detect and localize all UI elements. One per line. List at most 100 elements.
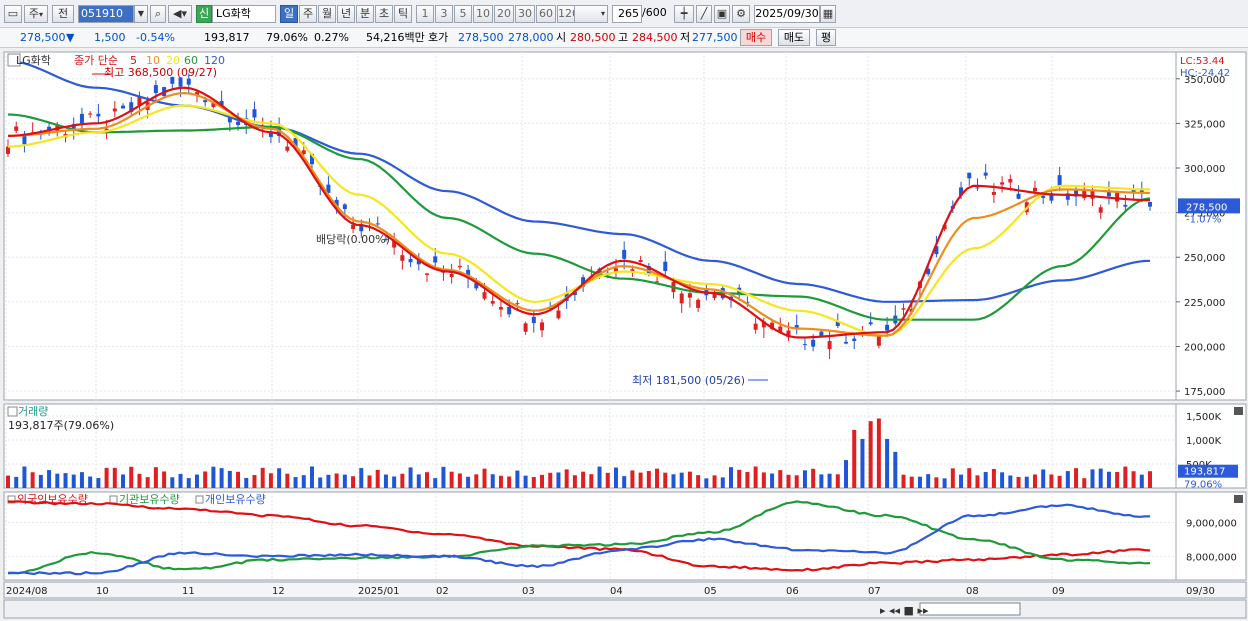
date-input[interactable]: 2025/09/30 bbox=[754, 5, 820, 23]
candle-body bbox=[498, 307, 503, 310]
candle-body bbox=[268, 131, 273, 137]
holdings-close-icon bbox=[1234, 495, 1243, 503]
candle-icon[interactable]: ┿ bbox=[674, 5, 694, 23]
buy-button[interactable]: 매수 bbox=[740, 29, 772, 46]
stock-name: LG화학 bbox=[212, 5, 276, 23]
interval-button[interactable]: 3 bbox=[435, 5, 453, 23]
ma-legend-period: 120 bbox=[204, 54, 225, 67]
volume-bar bbox=[252, 475, 257, 488]
ma-legend-period: 20 bbox=[166, 54, 180, 67]
candle-body bbox=[638, 260, 643, 262]
volume-bar bbox=[268, 473, 273, 488]
candle-body bbox=[548, 307, 553, 309]
search-icon[interactable]: ⌕ bbox=[150, 5, 166, 23]
candle-body bbox=[309, 153, 314, 165]
candle-body bbox=[104, 128, 109, 131]
interval-button[interactable]: 20 bbox=[494, 5, 514, 23]
candle-body bbox=[203, 100, 208, 103]
volume-bar bbox=[737, 469, 742, 488]
period-tab[interactable]: 틱 bbox=[394, 5, 412, 23]
candle-body bbox=[112, 108, 117, 112]
volume-bar bbox=[1148, 471, 1152, 488]
interval-button[interactable]: 10 bbox=[473, 5, 493, 23]
interval-button[interactable]: 120 bbox=[557, 5, 579, 23]
candle-body bbox=[88, 113, 93, 115]
volume-bar bbox=[359, 468, 364, 488]
speaker-icon[interactable]: ◀▾ bbox=[168, 5, 192, 23]
volume-bar bbox=[227, 470, 232, 488]
candle-body bbox=[71, 124, 76, 130]
candle-body bbox=[252, 109, 257, 118]
interval-button[interactable]: 5 bbox=[454, 5, 472, 23]
x-axis-label: 03 bbox=[522, 586, 535, 597]
period-tab[interactable]: 초 bbox=[375, 5, 393, 23]
stock-chart[interactable]: ▸ ◂◂ ■ ▸▸ 2024/08 10 11 12 2025/01 02 03 04 05 06 0… bbox=[0, 48, 1248, 621]
interval-button[interactable]: 60 bbox=[536, 5, 556, 23]
price-tick-label: 175,000 bbox=[1184, 387, 1225, 398]
type-select[interactable]: 주▾ bbox=[24, 5, 48, 23]
volume-bar bbox=[556, 472, 561, 488]
period-tab[interactable]: 주 bbox=[299, 5, 317, 23]
volume-bar bbox=[523, 475, 528, 488]
period-tab[interactable]: 일 bbox=[280, 5, 298, 23]
volume-bar bbox=[835, 474, 840, 488]
volume-bar bbox=[408, 467, 413, 488]
volume-bar bbox=[285, 473, 290, 488]
draw-icon[interactable]: ╱ bbox=[696, 5, 712, 23]
candle-body bbox=[876, 335, 881, 346]
interval-button[interactable]: 1 bbox=[416, 5, 434, 23]
candle-body bbox=[770, 322, 775, 329]
volume-bar bbox=[326, 474, 331, 488]
volume-bar bbox=[1082, 478, 1087, 488]
candle-body bbox=[622, 249, 627, 259]
volume-bar bbox=[917, 476, 922, 488]
candle-body bbox=[121, 105, 126, 109]
volume-bar bbox=[868, 421, 873, 488]
gear-icon[interactable]: ⚙ bbox=[732, 5, 750, 23]
volume-bar bbox=[646, 471, 651, 488]
code-dropdown-icon[interactable]: ▼ bbox=[134, 5, 148, 23]
candle-body bbox=[613, 268, 618, 273]
volume-bar bbox=[1024, 476, 1029, 488]
count-input[interactable]: 265 bbox=[612, 5, 642, 23]
avg-button[interactable]: 평 bbox=[816, 29, 836, 46]
stock-code-input[interactable]: 051910 bbox=[78, 5, 134, 23]
period-tab[interactable]: 분 bbox=[356, 5, 374, 23]
candle-body bbox=[137, 96, 142, 106]
high-annotation: 최고 368,500 (09/27) bbox=[104, 66, 217, 79]
x-axis-label: 04 bbox=[610, 586, 623, 597]
volume-bar bbox=[1065, 471, 1070, 488]
candle-body bbox=[868, 322, 873, 325]
x-axis-label: 2025/01 bbox=[358, 586, 400, 597]
sell-button[interactable]: 매도 bbox=[778, 29, 810, 46]
candle-body bbox=[482, 292, 487, 299]
candle-body bbox=[1041, 195, 1046, 198]
volume-bar bbox=[876, 418, 881, 488]
volume-bar bbox=[30, 472, 35, 488]
volume-bar bbox=[1139, 474, 1144, 488]
candle-body bbox=[1065, 193, 1070, 200]
individual-holdings-line bbox=[7, 503, 1150, 576]
prev-button[interactable]: 전 bbox=[52, 5, 74, 23]
volume-bar bbox=[170, 477, 175, 488]
period-tab[interactable]: 년 bbox=[337, 5, 355, 23]
calendar-icon[interactable]: ▦ bbox=[820, 5, 836, 23]
volume-tick-label: 1,500K bbox=[1186, 412, 1222, 423]
candle-body bbox=[490, 301, 495, 304]
period-tab[interactable]: 월 bbox=[318, 5, 336, 23]
volume-bar bbox=[498, 475, 503, 488]
save-icon[interactable]: ▣ bbox=[714, 5, 730, 23]
interval-button[interactable]: 30 bbox=[515, 5, 535, 23]
window-icon[interactable]: ▭ bbox=[4, 5, 22, 23]
volume-bar bbox=[162, 471, 167, 488]
interval-dropdown[interactable]: ▾ bbox=[574, 5, 608, 23]
candle-body bbox=[515, 303, 520, 305]
volume-bar bbox=[564, 469, 569, 488]
volume-title: 거래량 bbox=[18, 405, 48, 418]
candle-body bbox=[819, 331, 824, 337]
candle-body bbox=[301, 150, 306, 155]
x-axis-bar bbox=[3, 581, 1247, 599]
volume-bar bbox=[301, 475, 306, 488]
scroll-controls: ▸ ◂◂ ■ ▸▸ bbox=[880, 604, 929, 617]
volume-bar bbox=[901, 474, 906, 488]
